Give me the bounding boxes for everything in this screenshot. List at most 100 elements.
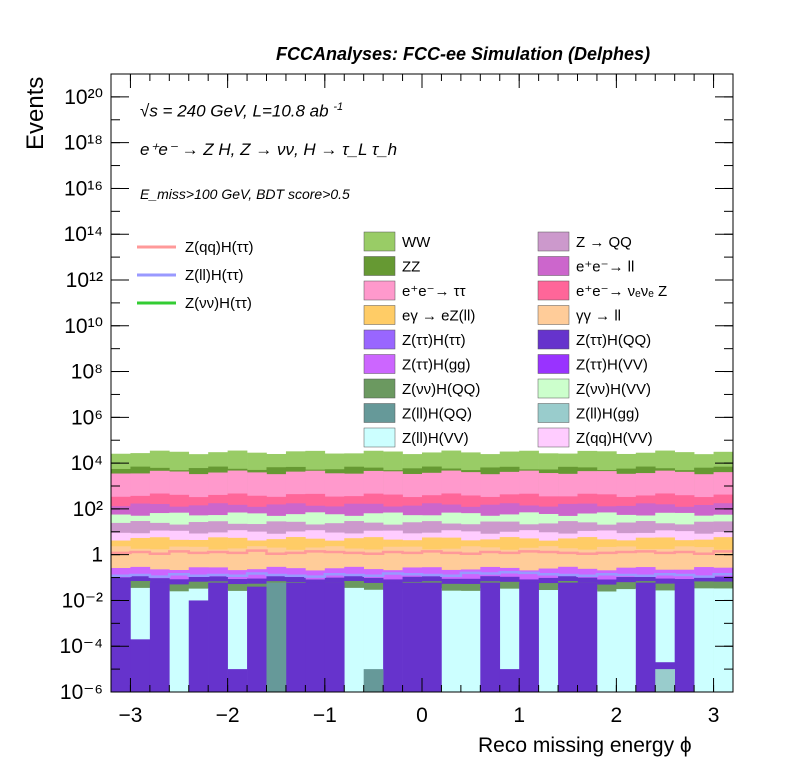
legend-line-label: Z(qq)H(ττ): [185, 239, 254, 256]
legend-fill-label: Z(ll)H(gg): [576, 406, 639, 423]
y-tick-label: 10²: [73, 498, 103, 521]
legend-fill-swatch: [363, 378, 396, 399]
low-bin-bar: [324, 582, 345, 692]
legend-fill-label: e⁺e⁻→ ll: [576, 259, 634, 276]
low-bin-bar: [499, 669, 520, 692]
low-bin-bar: [674, 582, 695, 692]
low-bin-bar: [519, 582, 539, 692]
legend-fill-swatch: [537, 354, 570, 374]
low-bin-bar: [208, 582, 228, 692]
stack-bar: [713, 588, 734, 692]
low-bin-bar: [655, 669, 675, 692]
y-tick-label: 10⁻⁶: [60, 681, 103, 704]
low-bin-bar: [111, 579, 131, 692]
legend-fill-label: γγ → ll: [576, 308, 621, 325]
low-bin-bar: [363, 669, 384, 692]
y-axis-title: Events: [22, 76, 49, 150]
legend-fill-swatch: [537, 231, 570, 252]
low-bin-bar: [130, 639, 151, 692]
legend-fill-label: ZZ: [402, 259, 420, 276]
x-tick-label: 3: [708, 704, 720, 727]
legend-fill-swatch: [537, 378, 570, 399]
y-tick-label: 1: [91, 544, 103, 567]
stack-bar: [344, 587, 364, 692]
process-annotation: e⁺e⁻ → Z H, Z → νν, H → τ_L τ_h: [140, 140, 398, 159]
legend-fill-label: Z(ττ)H(VV): [576, 357, 648, 374]
legend-fill-label: e⁺e⁻→ ττ: [402, 283, 466, 300]
low-bin-bar: [305, 582, 326, 692]
legend-line-label: Z(ll)H(ττ): [185, 267, 244, 284]
low-bin-bar: [558, 582, 578, 692]
low-bin-bar: [383, 582, 403, 692]
legend-fill-swatch: [537, 427, 570, 448]
signal-line: [111, 549, 733, 555]
legend-fill-swatch: [537, 305, 570, 325]
stack-bar: [499, 588, 520, 692]
legend-fill-label: Z(ττ)H(gg): [402, 357, 471, 374]
x-tick-label: 1: [513, 704, 525, 727]
stack-bar: [460, 590, 481, 692]
legend-fill-swatch: [537, 256, 570, 276]
low-bin-bar: [247, 586, 267, 692]
cut-annotation: E_miss>100 GeV, BDT score>0.5: [140, 186, 350, 202]
y-tick-label: 10¹⁴: [64, 223, 103, 246]
legend-line-label: Z(νν)H(ττ): [185, 295, 252, 312]
legend-fill-swatch: [363, 305, 396, 325]
y-tick-label: 10⁻⁴: [60, 635, 103, 658]
legend-fill-swatch: [537, 280, 570, 301]
legend-fill-label: Z(ττ)H(ττ): [402, 332, 466, 349]
stack-bar: [363, 589, 384, 692]
legend-fill-swatch: [363, 427, 396, 448]
x-tick-label: −1: [313, 704, 337, 727]
low-bin-bar: [285, 582, 306, 692]
stack-bar: [596, 591, 617, 692]
legend-fill-swatch: [363, 256, 396, 276]
legend-fill-label: Z(νν)H(VV): [576, 381, 651, 398]
energy-annotation: √s = 240 GeV, L=10.8 ab -1: [140, 101, 343, 122]
low-bin-bar: [635, 582, 656, 692]
legend-fill-label: Z → QQ: [576, 234, 632, 251]
legend-fill-swatch: [363, 280, 396, 301]
signal-line: [111, 571, 733, 578]
x-tick-label: −2: [216, 704, 240, 727]
legend-fill-swatch: [363, 231, 396, 252]
legend-fill-label: Z(νν)H(QQ): [402, 381, 480, 398]
energy-text: √s = 240 GeV, L=10.8 ab: [140, 101, 329, 121]
y-tick-label: 10¹⁸: [64, 132, 103, 155]
legend-fill-label: Z(qq)H(VV): [576, 430, 653, 447]
x-tick-label: −3: [118, 704, 142, 727]
y-tick-label: 10¹²: [66, 269, 103, 292]
stack-bar: [538, 590, 559, 692]
x-tick-label: 0: [416, 704, 428, 727]
legend-fill-label: Z(ll)H(VV): [402, 430, 469, 447]
stack-bar: [441, 590, 462, 692]
x-tick-label: 2: [611, 704, 623, 727]
stack-bar: [169, 591, 190, 692]
legend-fill-label: Z(ττ)H(QQ): [576, 332, 651, 349]
legend-fill-swatch: [363, 329, 396, 350]
legend-fill-swatch: [363, 354, 396, 374]
stack-bar: [694, 588, 714, 692]
legend-fill-swatch: [537, 403, 570, 423]
y-tick-label: 10¹⁶: [64, 177, 103, 200]
legend-fill-label: WW: [402, 234, 431, 251]
low-bin-bar: [577, 582, 598, 692]
low-bin-bar: [402, 582, 423, 692]
legend-fill-label: Z(ll)H(QQ): [402, 406, 472, 423]
legend-fill-swatch: [537, 329, 570, 350]
low-bin-bar: [422, 582, 442, 692]
low-bin-bar: [149, 582, 170, 692]
y-tick-label: 10⁶: [71, 406, 103, 429]
stack-bar: [227, 590, 248, 692]
chart-title: FCCAnalyses: FCC-ee Simulation (Delphes): [276, 44, 651, 64]
y-tick-label: 10²⁰: [64, 86, 103, 109]
legend-fill-swatch: [363, 403, 396, 423]
legend-fill-label: eγ → eZ(ll): [402, 308, 475, 325]
low-bin-bar: [227, 669, 248, 692]
low-bin-bar: [480, 582, 501, 692]
low-bin-bar: [266, 582, 287, 692]
energy-superscript: -1: [333, 101, 344, 113]
legend-fill-label: e⁺e⁻→ νₑνₑ Z: [576, 283, 667, 300]
stack-bar: [616, 589, 637, 692]
